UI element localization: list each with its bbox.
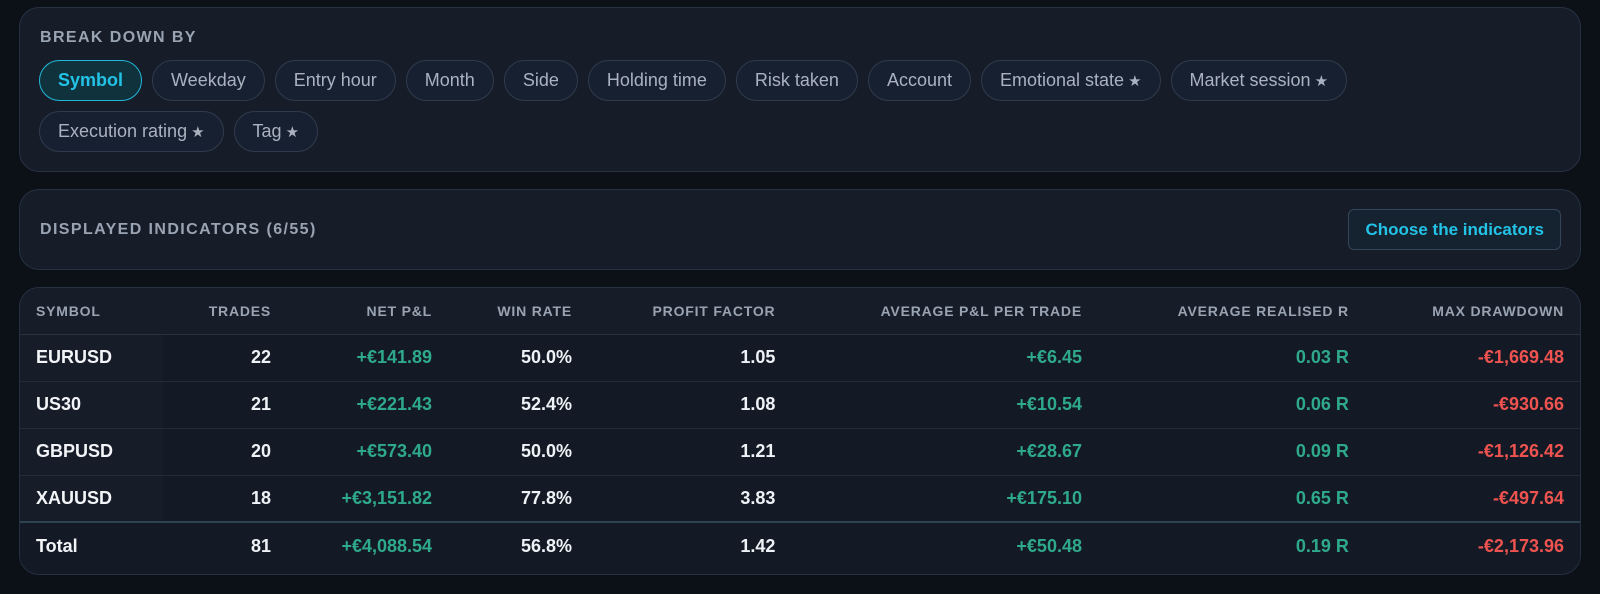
- chip-tag[interactable]: Tag ★: [233, 111, 319, 152]
- total-cell: 81: [163, 521, 288, 570]
- table-cell: -€1,126.42: [1364, 428, 1580, 476]
- column-header-average-realised-r[interactable]: AVERAGE REALISED R: [1097, 288, 1365, 335]
- breakdown-table-panel: SYMBOL TRADES NET P&L WIN RATE PROFIT FACTOR…: [19, 287, 1581, 575]
- table-cell: 1.21: [588, 428, 792, 476]
- table-cell: 77.8%: [448, 475, 588, 523]
- table-cell: 52.4%: [448, 381, 588, 429]
- table-cell: 1.08: [588, 381, 792, 429]
- star-icon: ★: [191, 123, 205, 141]
- chip-label: Tag: [252, 121, 282, 141]
- table-row[interactable]: US30 21 +€221.43 52.4% 1.08 +€10.54 0.06 R -€93…: [20, 381, 1580, 429]
- total-cell: 0.19 R: [1097, 521, 1365, 570]
- table-cell: 0.03 R: [1097, 334, 1365, 382]
- table-cell: +€221.43: [287, 381, 449, 429]
- chip-month[interactable]: Month: [405, 60, 494, 101]
- table-cell: -€930.66: [1364, 381, 1580, 429]
- chip-account[interactable]: Account: [867, 60, 971, 101]
- column-header-trades[interactable]: TRADES: [163, 288, 288, 335]
- column-header-profit-factor[interactable]: PROFIT FACTOR: [588, 288, 792, 335]
- indicators-title: DISPLAYED INDICATORS (6/55): [40, 221, 317, 238]
- column-header-max-drawdown[interactable]: MAX DRAWDOWN: [1364, 288, 1580, 335]
- column-header-average-p-l-per-trade[interactable]: AVERAGE P&L PER TRADE: [791, 288, 1098, 335]
- table-cell: EURUSD: [20, 334, 164, 382]
- table-cell: 50.0%: [448, 428, 588, 476]
- chip-row: Execution rating ★ Tag ★: [39, 111, 1539, 152]
- table-cell: 18: [163, 475, 288, 523]
- chip-row: Symbol Weekday Entry hour Month Side Holding …: [39, 60, 1539, 101]
- total-cell: 1.42: [588, 521, 792, 570]
- table-cell: -€497.64: [1364, 475, 1580, 523]
- table-cell: +€6.45: [791, 334, 1098, 382]
- table-cell: 21: [163, 381, 288, 429]
- table-cell: +€10.54: [791, 381, 1098, 429]
- table-cell: 20: [163, 428, 288, 476]
- chip-execution-rating[interactable]: Execution rating ★: [39, 111, 224, 152]
- table-cell: 0.65 R: [1097, 475, 1365, 523]
- chip-label: Account: [886, 70, 952, 90]
- chip-emotional-state[interactable]: Emotional state ★: [980, 60, 1161, 101]
- table-cell: XAUUSD: [20, 475, 164, 523]
- total-cell: +€50.48: [791, 521, 1098, 570]
- table-cell: -€1,669.48: [1364, 334, 1580, 382]
- star-icon: ★: [1314, 72, 1329, 90]
- table-cell: 0.09 R: [1097, 428, 1365, 476]
- table-cell: US30: [20, 381, 164, 429]
- total-row: Total 81 +€4,088.54 56.8% 1.42 +€50.48 0.19 R-…: [20, 521, 1580, 570]
- table-cell: GBPUSD: [20, 428, 164, 476]
- chip-label: Month: [424, 70, 475, 90]
- star-icon: ★: [285, 123, 300, 141]
- table-row[interactable]: GBPUSD 20 +€573.40 50.0% 1.21 +€28.67 0.09 R -€…: [20, 428, 1580, 476]
- table-cell: +€141.89: [287, 334, 449, 382]
- chip-entry-hour[interactable]: Entry hour: [274, 60, 396, 101]
- table-row[interactable]: XAUUSD 18 +€3,151.82 77.8% 3.83 +€175.10 0.65 …: [20, 475, 1580, 523]
- table-cell: 22: [163, 334, 288, 382]
- table-cell: +€175.10: [791, 475, 1098, 523]
- breakdown-table: SYMBOL TRADES NET P&L WIN RATE PROFIT FACTOR…: [20, 288, 1580, 570]
- chip-label: Holding time: [606, 70, 707, 90]
- table-body: EURUSD 22 +€141.89 50.0% 1.05 +€6.45 0.03 R -€1…: [20, 334, 1580, 570]
- chip-label: Weekday: [171, 70, 246, 90]
- column-header-win-rate[interactable]: WIN RATE: [448, 288, 588, 335]
- chip-label: Emotional state: [999, 70, 1125, 90]
- chip-label: Side: [522, 70, 559, 90]
- breakdown-panel: BREAK DOWN BY Symbol Weekday Entry hour Mon…: [19, 7, 1581, 172]
- column-header-net-p-l[interactable]: NET P&L: [287, 288, 449, 335]
- breakdown-title: BREAK DOWN BY: [40, 29, 197, 46]
- table-cell: 50.0%: [448, 334, 588, 382]
- chip-risk-taken[interactable]: Risk taken: [735, 60, 858, 101]
- table-row[interactable]: EURUSD 22 +€141.89 50.0% 1.05 +€6.45 0.03 R -€1…: [20, 334, 1580, 382]
- chip-label: Execution rating: [58, 121, 188, 141]
- chip-market-session[interactable]: Market session ★: [1170, 60, 1348, 101]
- star-icon: ★: [1128, 72, 1142, 90]
- total-cell: Total: [20, 521, 164, 570]
- chip-symbol[interactable]: Symbol: [39, 60, 143, 101]
- table-cell: 3.83: [588, 475, 792, 523]
- chip-label: Entry hour: [293, 70, 377, 90]
- chip-holding-time[interactable]: Holding time: [587, 60, 726, 101]
- column-header-symbol[interactable]: SYMBOL: [20, 288, 164, 335]
- table-cell: +€28.67: [791, 428, 1098, 476]
- chip-label: Market session: [1189, 70, 1311, 90]
- table-cell: +€573.40: [287, 428, 449, 476]
- choose-indicators-button[interactable]: Choose the indicators: [1348, 209, 1561, 250]
- breakdown-chips: Symbol Weekday Entry hour Month Side Holding …: [39, 60, 1539, 162]
- total-cell: -€2,173.96: [1364, 521, 1580, 570]
- chip-weekday[interactable]: Weekday: [152, 60, 265, 101]
- table-header-row: SYMBOL TRADES NET P&L WIN RATE PROFIT FACTOR…: [20, 288, 1580, 335]
- total-cell: +€4,088.54: [287, 521, 449, 570]
- table-cell: +€3,151.82: [287, 475, 449, 523]
- chip-side[interactable]: Side: [503, 60, 578, 101]
- table-cell: 1.05: [588, 334, 792, 382]
- chip-label: Risk taken: [754, 70, 839, 90]
- total-cell: 56.8%: [448, 521, 588, 570]
- table-cell: 0.06 R: [1097, 381, 1365, 429]
- indicators-panel: DISPLAYED INDICATORS (6/55) Choose the i…: [19, 189, 1581, 270]
- chip-label: Symbol: [58, 70, 124, 90]
